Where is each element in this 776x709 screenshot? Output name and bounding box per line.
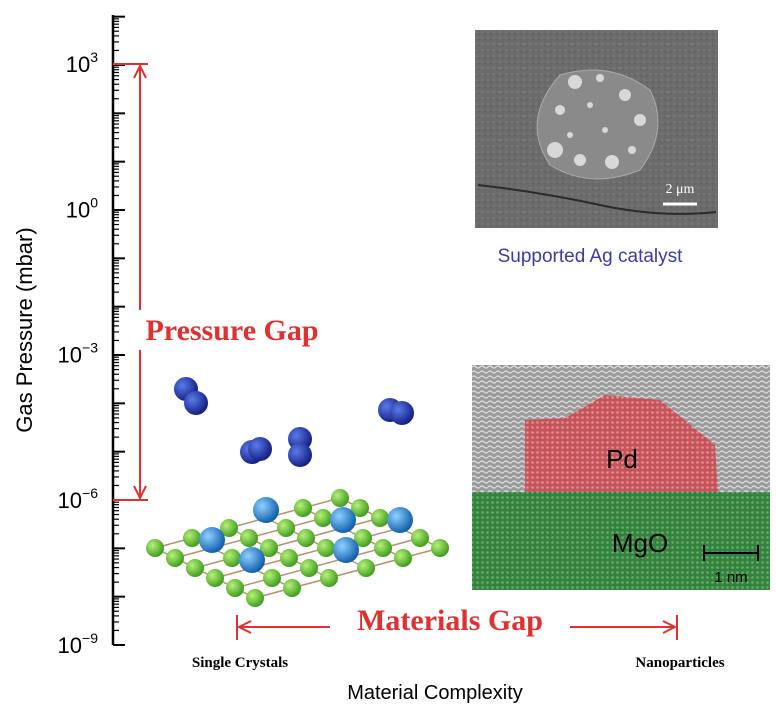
x-left-label: Single Crystals	[192, 655, 288, 671]
y-tick-label: 10−9	[58, 630, 99, 658]
pressure-gap-label: Pressure Gap	[145, 314, 318, 347]
lattice-atom	[280, 549, 298, 567]
lattice-atom	[371, 509, 389, 527]
tick-base: 10	[66, 52, 90, 77]
lattice-atom	[314, 509, 332, 527]
tick-base: 10	[58, 633, 82, 658]
lattice-atom	[146, 539, 164, 557]
lattice-atom	[226, 579, 244, 597]
gas-molecules	[174, 377, 414, 467]
tick-exponent: −6	[82, 485, 98, 501]
tick-exponent: −9	[82, 630, 98, 646]
pressure-gap-arrow	[113, 64, 148, 500]
adatom	[239, 547, 265, 573]
lattice-atom	[357, 559, 375, 577]
axis-ticks	[113, 17, 125, 645]
lattice-atom	[300, 559, 318, 577]
mgo-label: MgO	[612, 528, 668, 558]
lattice-atom	[186, 559, 204, 577]
y-tick-label: 10−6	[58, 485, 99, 513]
materials-gap-label: Materials Gap	[357, 604, 543, 637]
lattice-atom	[166, 549, 184, 567]
lattice-atom	[374, 539, 392, 557]
adatom	[199, 527, 225, 553]
lattice-atom	[431, 539, 449, 557]
y-tick-label: 10−3	[58, 340, 99, 368]
y-axis-label: Gas Pressure (mbar)	[12, 227, 37, 432]
pd-label: Pd	[606, 444, 638, 474]
lattice-atom	[331, 489, 349, 507]
lattice-atom	[411, 529, 429, 547]
lattice-atom	[240, 529, 258, 547]
adatom	[253, 497, 279, 523]
lattice-atom	[183, 529, 201, 547]
x-axis-label: Material Complexity	[347, 682, 523, 704]
tick-base: 10	[58, 343, 82, 368]
sem-inset: 2 μm	[475, 30, 718, 228]
tem-scale: 1 nm	[714, 569, 747, 586]
lattice-atom	[283, 579, 301, 597]
y-tick-label: 103	[66, 49, 98, 77]
sem-caption: Supported Ag catalyst	[498, 246, 684, 267]
lattice-atom	[297, 529, 315, 547]
figure: 10310010−310−610−9 Gas Pressure (mbar) P…	[0, 0, 776, 709]
lattice-atom	[394, 549, 412, 567]
lattice-atom	[223, 549, 241, 567]
lattice-atom	[294, 499, 312, 517]
tick-base: 10	[58, 488, 82, 513]
lattice-atom	[263, 569, 281, 587]
lattice-atom	[317, 539, 335, 557]
y-tick-label: 100	[66, 194, 98, 222]
crystal-lattice	[146, 489, 449, 607]
lattice-atom	[277, 519, 295, 537]
tem-inset: Pd MgO 1 nm	[472, 365, 770, 590]
x-right-label: Nanoparticles	[635, 655, 724, 671]
tick-exponent: 0	[90, 194, 98, 210]
tick-exponent: −3	[82, 340, 98, 356]
adatom	[333, 537, 359, 563]
adatom	[330, 507, 356, 533]
lattice-atom	[320, 569, 338, 587]
lattice-atom	[246, 589, 264, 607]
tick-base: 10	[66, 197, 90, 222]
lattice-atom	[206, 569, 224, 587]
tick-exponent: 3	[90, 49, 98, 65]
adatom	[387, 507, 413, 533]
sem-scale: 2 μm	[666, 182, 695, 197]
